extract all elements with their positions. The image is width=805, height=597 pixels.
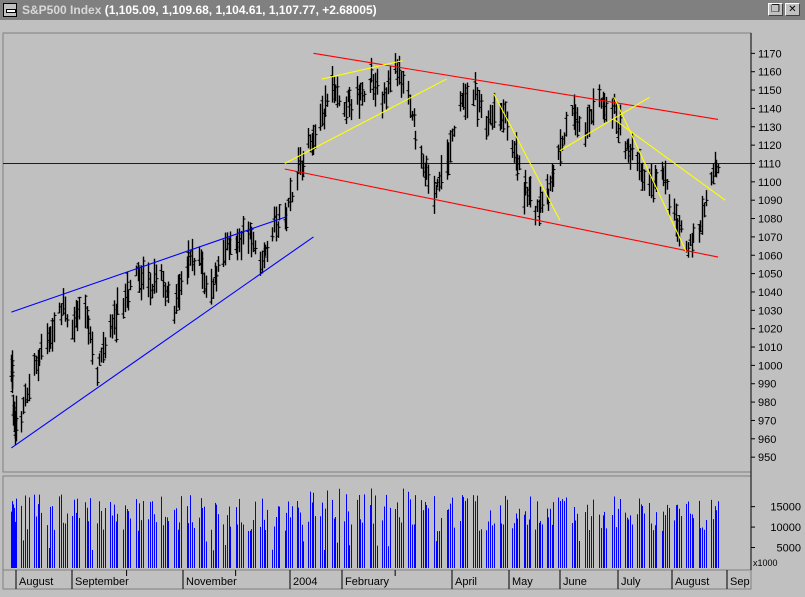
price-tick-label: 950 [758, 452, 776, 464]
price-tick-label: 1110 [758, 158, 781, 170]
price-tick-label: 1140 [758, 103, 782, 115]
price-bars [9, 53, 721, 446]
trendline-red [284, 168, 719, 258]
price-tick-label: 1150 [758, 85, 782, 97]
chart-background [0, 20, 805, 592]
price-tick-label: 1050 [758, 269, 782, 281]
time-tick-label: Sep [730, 576, 750, 588]
time-tick-label: May [512, 576, 533, 588]
time-tick-label: July [621, 576, 641, 588]
time-tick-label: September [75, 576, 129, 588]
trendline-yellow [613, 118, 726, 201]
price-tick-label: 990 [758, 379, 776, 391]
trendline-yellow [613, 97, 687, 252]
time-tick-label: 2004 [293, 576, 317, 588]
trendline-blue [11, 216, 287, 313]
system-menu-icon[interactable] [3, 3, 17, 17]
price-tick-label: 1120 [758, 140, 782, 152]
time-tick-label: February [345, 576, 390, 588]
volume-bars [11, 488, 719, 568]
time-axis-strip [2, 569, 752, 590]
trendline-yellow [284, 78, 447, 164]
restore-icon[interactable]: ❐ [768, 3, 783, 16]
close-icon[interactable]: ✕ [785, 3, 800, 16]
price-tick-label: 1030 [758, 305, 782, 317]
window-title: S&P500 Index (1,105.09, 1,109.68, 1,104.… [22, 3, 377, 17]
time-tick-label: June [563, 576, 587, 588]
volume-tick-label: 5000 [777, 543, 801, 555]
price-tick-label: 1000 [758, 360, 782, 372]
price-tick-label: 1070 [758, 232, 782, 244]
trendline-yellow [493, 93, 561, 221]
price-axis: 950 960 970 980 990 1000 1010 1020 1030 1040 1050 1… [751, 48, 782, 464]
trendline-yellow [321, 60, 403, 80]
price-tick-label: 1160 [758, 67, 782, 79]
symbol-name: S&P500 Index [22, 3, 102, 17]
price-tick-label: 960 [758, 434, 776, 446]
price-tick-label: 1010 [758, 342, 782, 354]
price-tick-label: 1060 [758, 250, 782, 262]
price-tick-label: 1080 [758, 214, 782, 226]
trendline-red [313, 52, 719, 120]
quote-readout: (1,105.09, 1,109.68, 1,104.61, 1,107.77,… [104, 3, 377, 17]
volume-axis: 5000 10000 15000 x1000 [751, 502, 801, 568]
price-chart: 950 960 970 980 990 1000 1010 1020 1030 1040 1050 1… [0, 20, 805, 592]
chart-window: 950 960 970 980 990 1000 1010 1020 1030 1040 1050 1… [0, 20, 805, 592]
time-tick-label: August [675, 576, 709, 588]
time-tick-label: November [186, 576, 237, 588]
price-tick-label: 970 [758, 415, 776, 427]
time-axis: August September November 2004 February April… [15, 570, 750, 589]
price-tick-label: 980 [758, 397, 776, 409]
price-tick-label: 1020 [758, 324, 782, 336]
price-tick-label: 1100 [758, 177, 782, 189]
time-tick-label: August [19, 576, 53, 588]
trendline-blue [11, 236, 314, 449]
volume-unit-label: x1000 [753, 558, 778, 568]
time-tick-label: April [455, 576, 477, 588]
window-titlebar: S&P500 Index (1,105.09, 1,109.68, 1,104.… [0, 0, 805, 21]
price-tick-label: 1130 [758, 122, 782, 134]
price-tick-label: 1090 [758, 195, 782, 207]
trendline-layer [11, 52, 726, 449]
price-tick-label: 1170 [758, 48, 782, 60]
volume-tick-label: 15000 [770, 502, 801, 514]
price-tick-label: 1040 [758, 287, 782, 299]
volume-tick-label: 10000 [770, 522, 801, 534]
trendline-yellow [559, 96, 650, 152]
